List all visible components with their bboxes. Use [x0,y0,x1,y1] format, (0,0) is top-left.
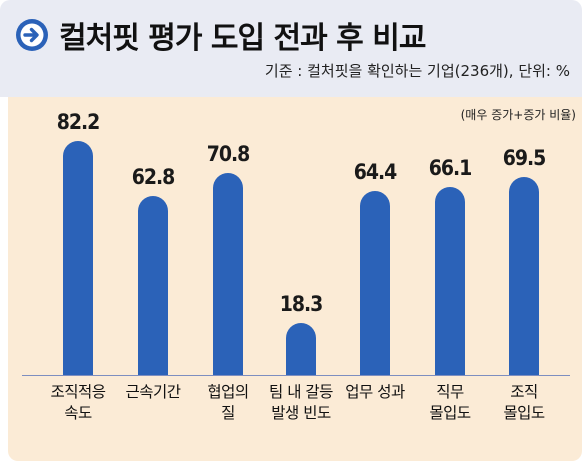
category-label-line: 직무 [436,383,464,401]
chart-title: 컬처핏 평가 도입 전과 후 비교 [59,21,426,56]
bar [63,140,93,375]
chart-header: 컬처핏 평가 도입 전과 후 비교 기준 : 컬처핏을 확인하는 기업(236개… [0,0,582,97]
category-label-line: 업무 성과 [345,383,405,401]
category-label-line: 질 [221,404,235,422]
bar [138,196,168,375]
category-label-line: 조직 [510,383,538,401]
chart-annotation: (매우 증가+증가 비율) [460,108,576,122]
category-label-line: 몰입도 [429,404,471,422]
category-label-line: 근속기간 [125,383,181,401]
bar [360,191,390,375]
data-label: 69.5 [502,145,547,170]
data-label: 64.4 [353,160,398,185]
category-label-line: 몰입도 [503,404,545,422]
data-label: 66.1 [428,155,473,180]
data-label: 62.8 [131,165,176,190]
category-label-line: 발생 빈도 [271,404,331,422]
category-label-line: 팀 내 갈등 [269,383,333,401]
category-label-line: 협업의 [207,383,249,401]
category-label: 업무 성과 [333,382,417,403]
category-label-line: 조직적응 [50,383,106,401]
chart-panel [8,97,582,461]
data-label: 18.3 [279,291,324,316]
bar [509,176,539,375]
chart-subtitle: 기준 : 컬처핏을 확인하는 기업(236개), 단위: % [264,62,570,80]
bar [213,173,243,375]
bar [286,322,316,375]
data-label: 82.2 [56,109,101,134]
chart-baseline [22,375,570,376]
arrow-right-circle-icon [16,19,48,51]
category-label-line: 속도 [64,404,92,422]
category-label: 근속기간 [111,382,195,403]
bar [435,186,465,375]
data-label: 70.8 [206,142,251,167]
